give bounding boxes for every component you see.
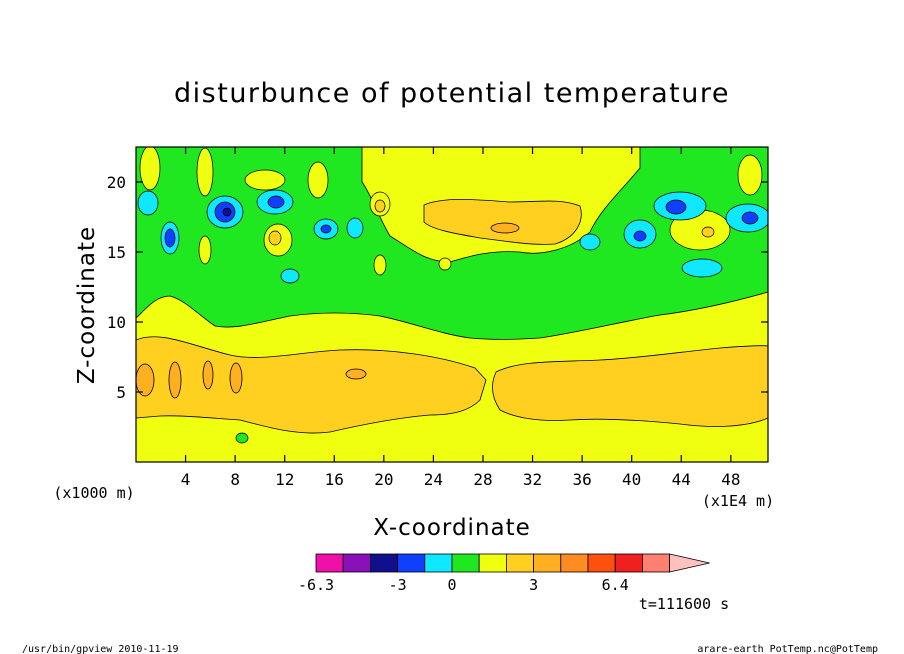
cold-cell [137, 190, 159, 216]
y-axis-label: Z-coordinate [74, 226, 100, 384]
colorbar: -6.3 -3 0 3 6.4 [298, 553, 710, 594]
warm-cell [268, 230, 282, 246]
x-axis: 4 8 12 16 20 24 28 32 36 40 44 48 [181, 147, 740, 489]
colorbar-label: 6.4 [602, 576, 629, 594]
x-axis-label: X-coordinate [373, 515, 531, 541]
footer-right: arare-earth_PotTemp.nc@PotTemp [697, 644, 878, 654]
x-unit-right: (x1E4 m) [702, 492, 774, 510]
y-tick-label: 5 [116, 383, 126, 402]
x-tick-label: 16 [325, 470, 344, 489]
colorbar-label: -3 [389, 576, 407, 594]
warm-patch [202, 360, 214, 390]
x-tick-label: 4 [181, 470, 191, 489]
warm-cell [737, 154, 763, 196]
warm-patch [168, 361, 182, 399]
x-tick-label: 32 [523, 470, 542, 489]
warm-cell [198, 235, 212, 265]
colorbar-extension [669, 553, 710, 573]
y-axis: 5 10 15 20 [107, 173, 768, 402]
x-tick-label: 24 [424, 470, 443, 489]
colorbar-cell [342, 553, 371, 573]
colorbar-cell [587, 553, 616, 573]
warm-core-aloft [490, 222, 520, 234]
x-tick-label: 28 [473, 470, 492, 489]
warm-cell [307, 161, 329, 199]
cold-cell [320, 224, 332, 234]
colorbar-label: 0 [447, 576, 456, 594]
colorbar-cell [614, 553, 643, 573]
x-tick-label: 40 [622, 470, 641, 489]
colorbar-cell [560, 553, 589, 573]
colorbar-cell [397, 553, 426, 573]
warm-cell [244, 169, 286, 191]
y-tick-label: 15 [107, 243, 126, 262]
heatmap-field [136, 147, 768, 462]
neutral-spot [235, 432, 249, 444]
time-label: t=111600 s [639, 595, 729, 613]
x-tick-label: 8 [230, 470, 240, 489]
colorbar-cell [478, 553, 507, 573]
x-tick-label: 36 [572, 470, 591, 489]
warm-cell [438, 257, 452, 271]
plot-frame [135, 146, 769, 463]
colorbar-label: 3 [529, 576, 538, 594]
cold-cell [579, 233, 601, 251]
colorbar-cell [533, 553, 562, 573]
y-tick-label: 20 [107, 173, 126, 192]
cold-cell [267, 195, 285, 209]
cold-cell [346, 217, 364, 239]
cold-cell [164, 228, 176, 248]
warm-patch [136, 363, 155, 397]
cold-cell [741, 211, 759, 225]
cold-cell [222, 207, 232, 217]
warm-cell [373, 254, 387, 276]
cold-cell [665, 199, 687, 215]
warm-patch [345, 368, 367, 380]
warm-cell [196, 147, 214, 197]
colorbar-cell [505, 553, 534, 573]
cold-cell [280, 268, 300, 284]
colorbar-cell [369, 553, 398, 573]
footer-left: /usr/bin/gpview 2010-11-19 [22, 644, 179, 654]
warm-layer-east [492, 345, 768, 427]
colorbar-cell [315, 553, 344, 573]
warm-cell [139, 147, 161, 191]
colorbar-label: -6.3 [298, 576, 334, 594]
y-tick-label: 10 [107, 313, 126, 332]
colorbar-cell [642, 553, 671, 573]
x-tick-label: 44 [672, 470, 691, 489]
warm-patch [229, 362, 243, 394]
cold-cell [633, 230, 647, 242]
colorbar-cell [424, 553, 453, 573]
warm-cell [374, 199, 386, 213]
cold-cell [681, 258, 723, 278]
x-tick-label: 12 [275, 470, 294, 489]
warm-layer-west [136, 336, 487, 434]
x-tick-label: 48 [721, 470, 740, 489]
upper-orange-band [423, 198, 582, 245]
x-tick-label: 20 [374, 470, 393, 489]
x-unit-left: (x1000 m) [53, 484, 134, 502]
warm-cell [701, 226, 715, 238]
colorbar-cell [451, 553, 480, 573]
chart-title: disturbunce of potential temperature [174, 78, 730, 109]
